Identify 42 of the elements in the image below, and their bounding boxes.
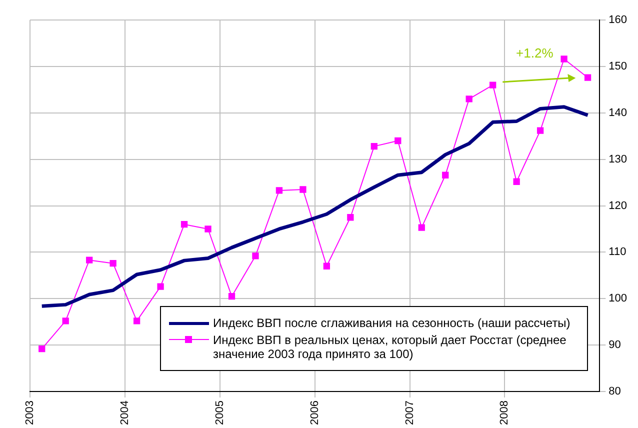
y-tick-label: 150 (608, 60, 628, 72)
x-tick-label: 2006 (308, 400, 321, 426)
y-tick-label: 160 (608, 14, 628, 26)
point (513, 178, 520, 185)
point (394, 137, 402, 144)
point (442, 172, 449, 178)
point (228, 292, 236, 300)
point (86, 256, 93, 264)
point (490, 82, 496, 88)
point (110, 260, 116, 267)
y-tick-label: 80 (608, 386, 621, 398)
annotation: +1.2% (516, 46, 554, 61)
point (38, 345, 46, 352)
point (180, 221, 188, 228)
x-tick-label: 2004 (118, 400, 131, 426)
x-tick-label: 2003 (24, 400, 36, 426)
y-tick-label: 110 (608, 246, 626, 258)
legend-label: Индекс ВВП после сглаживания на сезонность (наши рассчеты) (213, 316, 570, 330)
point (347, 214, 354, 221)
y-tick-label: 100 (608, 292, 628, 305)
x-tick-label: 2007 (404, 400, 416, 426)
point (62, 318, 69, 324)
y-tick-label: 140 (608, 106, 628, 119)
legend-label: Индекс ВВП в реальных ценах, который дает Росстат (среднее значение 2003 года принято за 100) (213, 332, 568, 361)
point (584, 74, 592, 81)
point (157, 283, 164, 290)
point (536, 127, 544, 134)
y-tick-label: 90 (608, 339, 621, 352)
point (252, 252, 259, 260)
y-tick-label: 120 (608, 200, 628, 212)
point (560, 56, 568, 62)
point (276, 187, 283, 194)
point (323, 262, 330, 270)
point (133, 318, 140, 324)
point (300, 186, 306, 193)
point (418, 224, 425, 231)
x-tick-label: 2005 (214, 400, 226, 426)
point (370, 142, 378, 150)
point (204, 226, 212, 232)
point (466, 96, 472, 102)
x-tick-label: 2008 (498, 400, 511, 426)
y-tick-label: 130 (608, 153, 628, 166)
